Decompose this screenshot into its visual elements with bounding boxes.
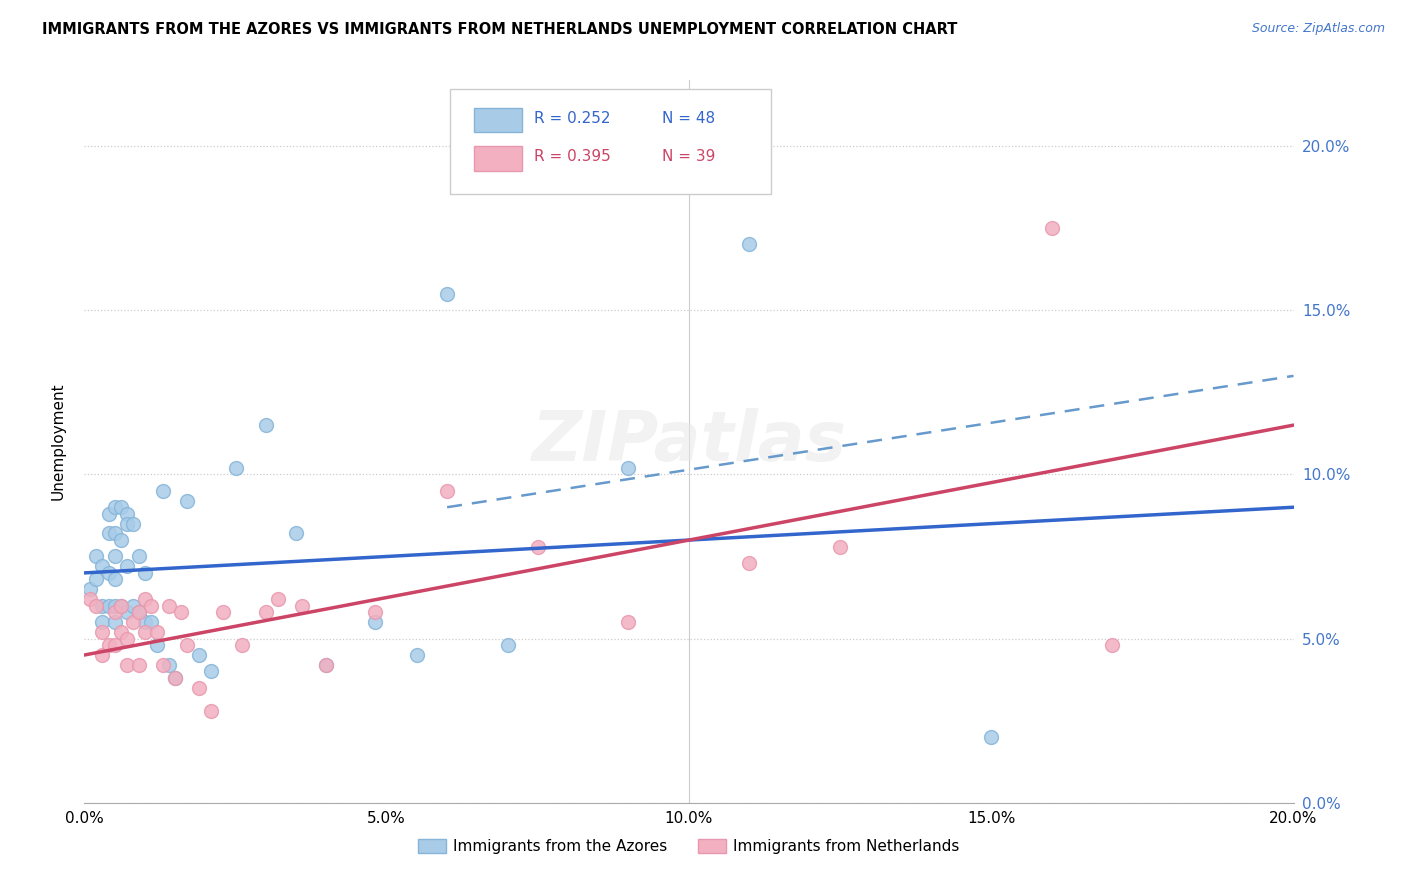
Point	[115, 516, 138, 531]
Point	[363, 615, 385, 630]
Point	[152, 483, 174, 498]
Point	[830, 540, 852, 554]
Point	[139, 599, 162, 613]
Point	[200, 665, 222, 679]
Point	[254, 418, 277, 433]
Point	[104, 615, 127, 630]
Point	[79, 582, 101, 597]
Point	[200, 704, 222, 718]
Text: R = 0.395: R = 0.395	[534, 149, 612, 164]
Point	[128, 657, 150, 672]
Y-axis label: Unemployment: Unemployment	[51, 383, 66, 500]
Point	[115, 605, 138, 619]
Point	[436, 286, 458, 301]
Point	[139, 615, 162, 630]
Text: R = 0.252: R = 0.252	[534, 112, 610, 126]
Point	[134, 615, 156, 630]
Point	[104, 638, 127, 652]
Point	[91, 625, 114, 640]
Point	[97, 526, 120, 541]
Point	[436, 483, 458, 498]
Point	[152, 657, 174, 672]
Point	[285, 526, 308, 541]
Point	[110, 533, 132, 547]
Point	[212, 605, 235, 619]
Point	[157, 599, 180, 613]
Point	[97, 566, 120, 580]
Point	[110, 625, 132, 640]
Point	[176, 638, 198, 652]
Point	[363, 605, 385, 619]
Point	[291, 599, 314, 613]
Point	[104, 573, 127, 587]
Point	[617, 615, 640, 630]
Point	[617, 460, 640, 475]
Point	[104, 549, 127, 564]
Point	[128, 549, 150, 564]
Point	[121, 599, 143, 613]
Point	[86, 573, 108, 587]
Point	[115, 507, 138, 521]
Point	[165, 671, 187, 685]
Point	[134, 566, 156, 580]
Point	[115, 632, 138, 646]
Point	[91, 599, 114, 613]
Point	[267, 592, 290, 607]
Point	[104, 500, 127, 515]
Point	[104, 526, 127, 541]
Point	[315, 657, 337, 672]
Point	[115, 657, 138, 672]
Point	[91, 559, 114, 574]
Text: ZIPatlas: ZIPatlas	[531, 408, 846, 475]
Point	[157, 657, 180, 672]
Text: IMMIGRANTS FROM THE AZORES VS IMMIGRANTS FROM NETHERLANDS UNEMPLOYMENT CORRELATI: IMMIGRANTS FROM THE AZORES VS IMMIGRANTS…	[42, 22, 957, 37]
Point	[121, 516, 143, 531]
Point	[110, 599, 132, 613]
Point	[86, 599, 108, 613]
Text: N = 39: N = 39	[662, 149, 716, 164]
FancyBboxPatch shape	[474, 146, 522, 170]
Point	[134, 625, 156, 640]
Point	[315, 657, 337, 672]
Point	[1040, 221, 1063, 235]
Point	[79, 592, 101, 607]
Point	[231, 638, 253, 652]
Point	[188, 681, 211, 695]
Point	[128, 605, 150, 619]
Point	[91, 648, 114, 662]
FancyBboxPatch shape	[450, 89, 770, 194]
Point	[110, 599, 132, 613]
Point	[980, 730, 1002, 744]
Legend: Immigrants from the Azores, Immigrants from Netherlands: Immigrants from the Azores, Immigrants f…	[412, 833, 966, 860]
Point	[115, 559, 138, 574]
Point	[91, 615, 114, 630]
Point	[128, 605, 150, 619]
Point	[165, 671, 187, 685]
Point	[110, 500, 132, 515]
Point	[121, 615, 143, 630]
Point	[97, 599, 120, 613]
Point	[406, 648, 429, 662]
Point	[254, 605, 277, 619]
Point	[146, 625, 169, 640]
Point	[86, 549, 108, 564]
Text: Source: ZipAtlas.com: Source: ZipAtlas.com	[1251, 22, 1385, 36]
Point	[170, 605, 193, 619]
Point	[104, 605, 127, 619]
Point	[527, 540, 550, 554]
Point	[97, 638, 120, 652]
Point	[176, 493, 198, 508]
Point	[225, 460, 247, 475]
Point	[146, 638, 169, 652]
Point	[134, 592, 156, 607]
Point	[738, 237, 761, 252]
FancyBboxPatch shape	[474, 108, 522, 132]
Point	[496, 638, 519, 652]
Point	[188, 648, 211, 662]
Point	[738, 556, 761, 570]
Point	[1101, 638, 1123, 652]
Point	[104, 599, 127, 613]
Text: N = 48: N = 48	[662, 112, 716, 126]
Point	[97, 507, 120, 521]
